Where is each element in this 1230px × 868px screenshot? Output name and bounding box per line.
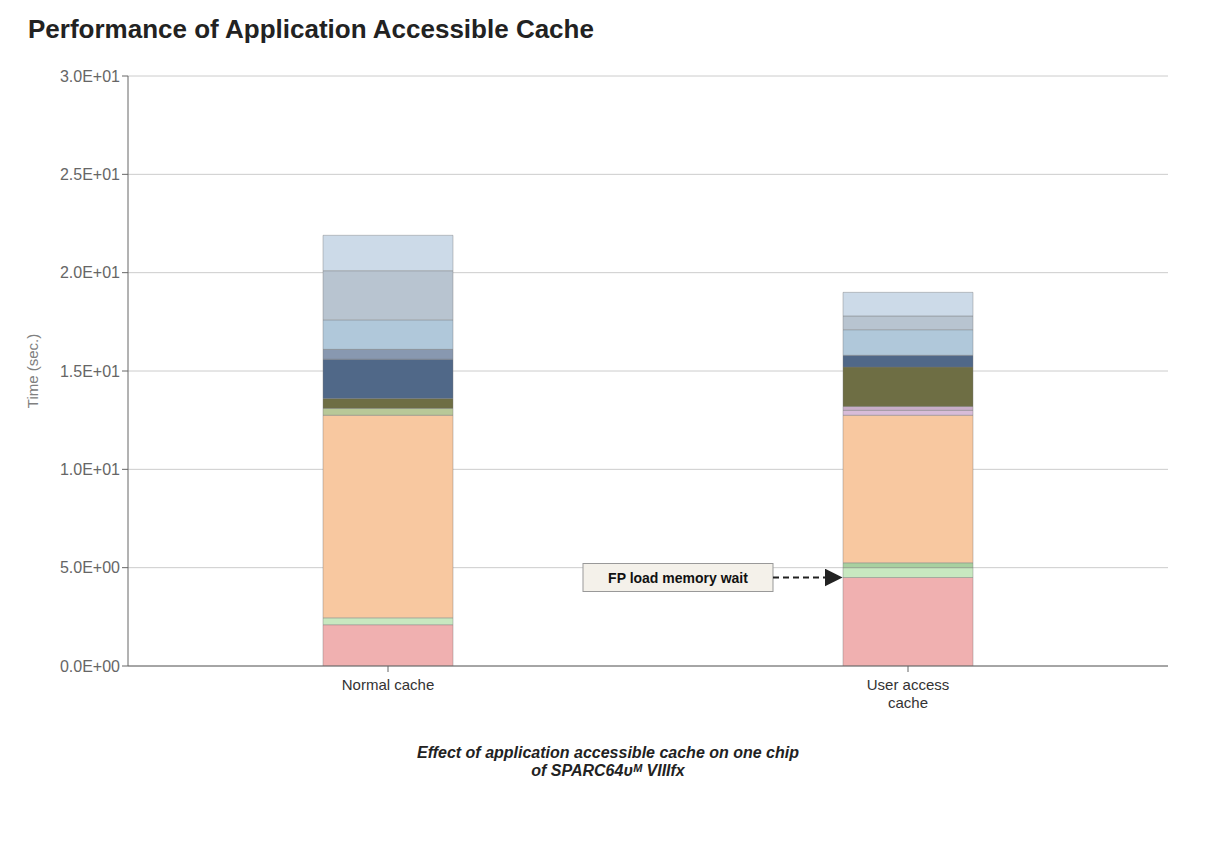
svg-text:0.0E+00: 0.0E+00: [60, 658, 120, 675]
svg-text:3.0E+01: 3.0E+01: [60, 68, 120, 85]
svg-text:2.0E+01: 2.0E+01: [60, 264, 120, 281]
svg-text:1.0E+01: 1.0E+01: [60, 461, 120, 478]
svg-text:FP load memory wait: FP load memory wait: [608, 570, 748, 586]
svg-text:Time (sec.): Time (sec.): [24, 334, 41, 408]
svg-text:5.0E+00: 5.0E+00: [60, 559, 120, 576]
svg-text:2.5E+01: 2.5E+01: [60, 166, 120, 183]
svg-text:User accesscache: User accesscache: [867, 676, 950, 711]
html-text:Effect of application accessib: Effect of application accessible cache o…: [417, 744, 799, 779]
svg-text:Normal cache: Normal cache: [342, 676, 435, 693]
html-text:Performance of Application Acc: Performance of Application Accessible Ca…: [28, 14, 594, 44]
svg-text:1.5E+01: 1.5E+01: [60, 363, 120, 380]
